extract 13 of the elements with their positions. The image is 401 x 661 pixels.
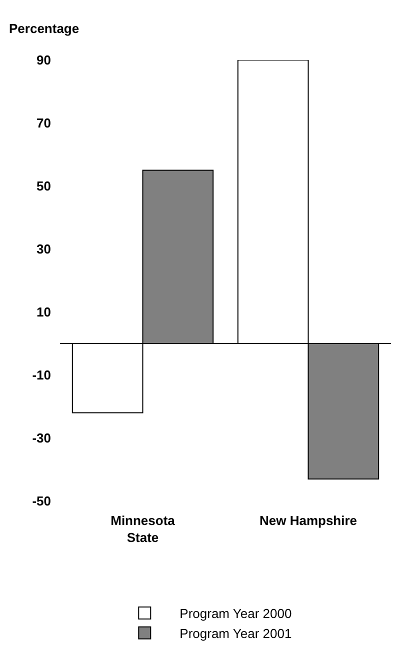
y-tick-label: 50 [36, 178, 51, 194]
y-axis-title: Percentage [9, 21, 80, 36]
y-tick-label: 70 [36, 116, 51, 131]
legend-label: Program Year 2000 [180, 606, 292, 622]
x-tick-label: Minnesota State [110, 513, 176, 545]
y-tick-label: -10 [32, 368, 51, 383]
y-tick-label: 10 [36, 304, 51, 320]
legend-label: Program Year 2001 [180, 626, 292, 641]
x-tick-label: New Hampshire [259, 513, 358, 528]
y-tick-label: -50 [32, 494, 51, 509]
y-tick-label: -30 [32, 430, 51, 446]
y-tick-label: 90 [36, 52, 51, 68]
y-tick-label: 30 [36, 242, 51, 257]
